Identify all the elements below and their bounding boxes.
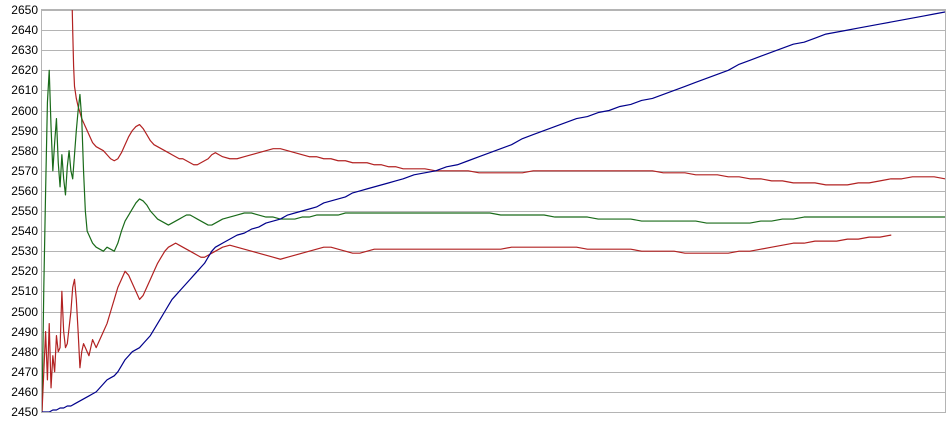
y-tick-label: 2600 [11,103,38,118]
y-tick-label: 2470 [11,364,38,379]
series-line-median-estimate [42,69,945,412]
y-tick-label: 2520 [11,264,38,279]
y-tick-label: 2590 [11,123,38,138]
y-tick-label: 2490 [11,324,38,339]
y-tick-label: 2580 [11,143,38,158]
plot-border [41,9,946,413]
y-tick-label: 2610 [11,83,38,98]
y-tick-label: 2510 [11,284,38,299]
y-tick-label: 2530 [11,244,38,259]
series-line-progress-counter [42,11,945,412]
y-tick-label: 2620 [11,63,38,78]
y-tick-label: 2640 [11,23,38,38]
series-line-lower-bound [42,234,892,412]
gridlines-group [42,10,945,413]
y-tick-label: 2560 [11,183,38,198]
data-series-group [42,10,945,412]
y-tick-label: 2450 [11,405,38,419]
y-tick-label: 2460 [11,384,38,399]
series-line-upper-bound [71,10,945,186]
y-tick-label: 2500 [11,304,38,319]
y-tick-label: 2540 [11,224,38,239]
y-tick-label: 2480 [11,344,38,359]
y-tick-label: 2630 [11,43,38,58]
y-tick-label: 2570 [11,163,38,178]
y-tick-label: 2650 [11,3,38,17]
y-axis-tick-labels: 2450 2460 2470 2480 2490 2500 2510 2520 2530 2540… [0,0,38,435]
y-tick-label: 2550 [11,204,38,218]
